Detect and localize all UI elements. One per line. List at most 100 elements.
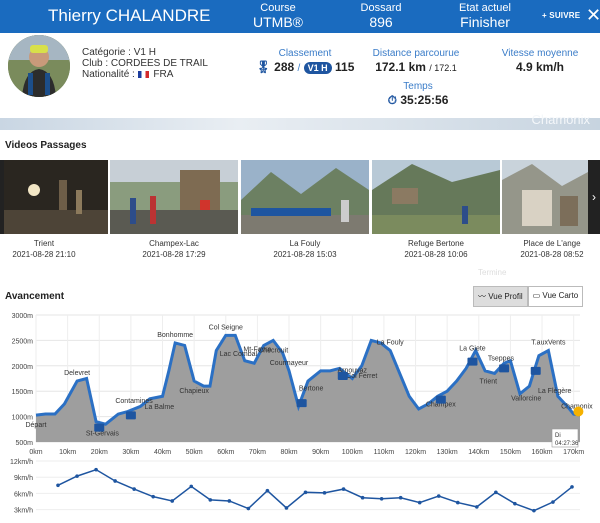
speed-label: Vitesse moyenne [501,48,579,59]
nationality-value: FRA [153,69,174,80]
x-tick-label: 100km [342,449,363,456]
speed-point [246,506,251,511]
video-caption: Champex-Lac 2021-08-28 17:29 [110,238,238,260]
runner-info: Catégorie : V1 H Club : CORDEES DE TRAIL… [82,47,208,80]
videos-title: Videos Passages [5,140,87,151]
video-thumbnail[interactable] [241,160,369,234]
camera-marker-icon [467,357,478,366]
runner-card: Catégorie : V1 H Club : CORDEES DE TRAIL… [0,33,222,118]
speed-point [570,485,574,489]
x-tick-label: 50km [186,449,203,456]
video-time: 2021-08-28 10:06 [404,250,468,259]
profile-view-label: Vue Profil [488,292,523,301]
distance-value: 172.1 km [375,60,426,74]
waypoint-label: Col Seigne [209,324,243,331]
speed-point [436,494,441,498]
distance-label: Distance parcourue [372,48,460,59]
x-tick-label: 150km [500,449,521,456]
x-tick-label: 120km [405,449,426,456]
video-place: Place de L'ange [523,239,581,248]
elevation-profile-chart: 500m 1000m 1500m 2000m 2500m 3000m 0km 10km 20km… [12,313,593,456]
time-values: ⏱ 35:25:56 [368,92,468,108]
waypoint-label: Col Ferret [346,373,377,380]
waypoint-label: Trient [479,379,497,386]
x-tick-label: 0km [29,449,42,456]
waypoint-label: Checrouit [258,347,288,354]
y-tick-label: 3000m [12,313,34,320]
carousel-next-button[interactable]: › [588,160,600,234]
x-tick-label: 90km [312,449,329,456]
speed-value: 4.9 km/h [515,60,565,74]
speed-point [532,508,536,513]
runner-position-marker [573,406,584,417]
x-tick-label: 140km [468,449,489,456]
waypoint-label: Bonhomme [157,332,193,339]
video-frame [502,160,588,234]
video-time: 2021-08-28 17:29 [142,250,206,259]
tooltip-line: Di [555,433,561,439]
progress-title: Avancement [5,291,65,302]
y-tick-label: 1500m [12,389,34,396]
speed-point [475,505,479,509]
waypoint-label: Vallorcine [511,396,541,403]
camera-marker-icon [125,411,136,420]
overflow-label: Termine [478,268,507,277]
waypoint-label: Chapieux [179,388,209,395]
x-tick-label: 70km [249,449,266,456]
video-caption: Trient 2021-08-28 21:10 [0,238,108,260]
speed-chart: 3km/h 6km/h 9km/h 12km/h [10,459,580,515]
rank-label: Classement [278,48,332,59]
runner-category: Catégorie : V1 H [82,47,156,58]
video-frame [110,160,238,234]
speed-point [189,484,194,489]
waypoint-label: St-Gervais [86,430,120,437]
profile-icon: 〰 [478,292,486,301]
map-view-button[interactable]: ▭ Vue Carto [527,286,584,307]
speed-point [132,487,136,491]
x-tick-label: 10km [59,449,76,456]
video-place: Refuge Bertone [407,239,465,248]
video-time: 2021-08-28 21:10 [12,250,76,259]
speed-point [417,500,422,505]
speed-point [398,495,403,500]
profile-view-button[interactable]: 〰 Vue Profil [473,286,528,307]
speed-point [56,483,60,488]
waypoint-label: La Fouly [377,340,404,347]
video-thumbnail[interactable] [4,160,108,234]
medal-icon: 🎖 [255,60,271,74]
x-tick-label: 30km [122,449,139,456]
course-value: UTMB® [253,14,303,30]
y-tick-label: 6km/h [14,491,33,498]
camera-marker-icon [337,371,348,380]
x-tick-label: 130km [437,449,458,456]
video-thumbnail[interactable] [110,160,238,234]
map-view-label: Vue Carto [542,291,579,300]
video-caption: Refuge Bertone 2021-08-28 10:06 [372,238,500,260]
follow-button[interactable]: + SUIVRE [542,11,581,20]
stopwatch-icon: ⏱ [387,93,397,107]
speed-point [360,495,365,500]
course-info: Course UTMB® [233,2,323,30]
waypoint-label: Champex [426,402,456,409]
x-tick-label: 60km [217,449,234,456]
video-caption: La Fouly 2021-08-28 15:03 [241,238,369,260]
video-thumbnail[interactable] [502,160,588,234]
waypoint-label: La Flégère [538,388,572,395]
video-frame [4,160,108,234]
time-label: Temps [403,81,433,92]
x-tick-label: 170km [563,449,584,456]
waypoint-label: Tseppes [488,356,515,363]
speed-point [208,498,213,502]
speed-point [341,487,346,491]
close-icon[interactable]: ✕ [586,5,600,25]
video-thumbnail[interactable] [372,160,500,234]
stats-panel: Classement 🎖 288 / V1 H 115 Distance par… [232,37,600,120]
status-value: Finisher [460,14,510,30]
x-tick-label: 160km [532,449,553,456]
runner-photo [8,35,70,97]
y-tick-label: 3km/h [14,508,33,515]
waypoint-label: Lac Combal [220,351,258,358]
speed-point [551,500,555,504]
speed-point [113,479,117,483]
waypoint-label: T.auxVents [531,340,566,347]
